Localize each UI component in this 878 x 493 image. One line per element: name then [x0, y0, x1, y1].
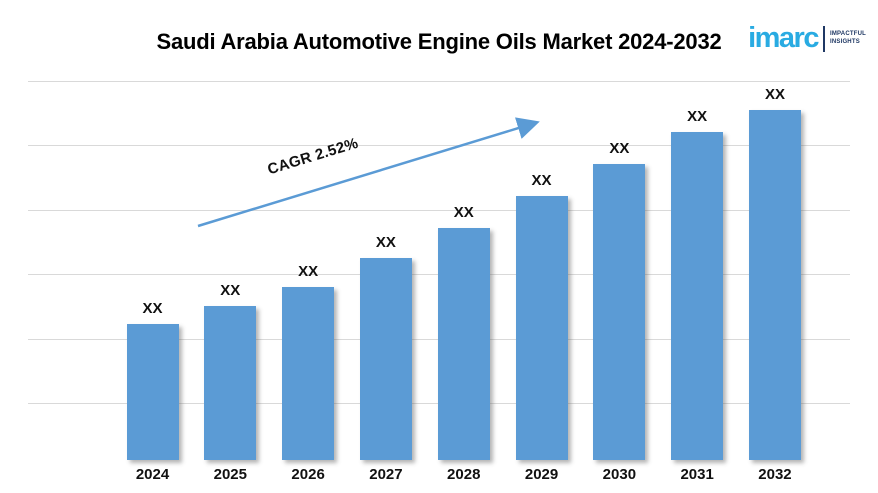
logo-tagline-line2: INSIGHTS — [829, 38, 860, 45]
bar — [282, 287, 335, 460]
bar-group: XX 2024 — [126, 300, 179, 483]
x-axis-label: 2032 — [758, 466, 792, 483]
bar — [204, 306, 257, 460]
logo-wordmark: imarc — [748, 22, 819, 54]
imarc-logo: imarc IMPACTFUL INSIGHTS — [748, 24, 866, 53]
bar-value-label: XX — [609, 140, 630, 157]
bar-value-label: XX — [531, 172, 552, 189]
x-axis-label: 2026 — [291, 466, 325, 483]
bar — [437, 228, 490, 460]
gridline — [28, 81, 850, 82]
logo-tagline-line1: IMPACTFUL — [829, 31, 866, 38]
bar-value-label: XX — [453, 204, 474, 221]
x-axis-label: 2027 — [369, 466, 403, 483]
bar — [515, 196, 568, 460]
bar-group: XX 2030 — [593, 140, 646, 483]
bar-value-label: XX — [687, 108, 708, 125]
page-title: Saudi Arabia Automotive Engine Oils Mark… — [156, 29, 722, 54]
bar-group: XX 2026 — [282, 263, 335, 483]
gridline — [28, 210, 850, 211]
logo-tagline: IMPACTFUL INSIGHTS — [830, 31, 866, 45]
x-axis-label: 2025 — [213, 466, 247, 483]
x-axis-label: 2031 — [680, 466, 714, 483]
bar-value-label: XX — [375, 234, 396, 251]
bar-group: XX 2027 — [359, 234, 412, 483]
bar — [671, 132, 724, 460]
bar-value-label: XX — [298, 263, 319, 280]
bar — [359, 258, 412, 460]
bar-group: XX 2028 — [437, 204, 490, 483]
logo-divider — [822, 25, 825, 52]
trend-arrow-icon — [197, 117, 540, 228]
bar-group: XX 2029 — [515, 172, 568, 483]
bar — [126, 324, 179, 460]
gridline — [28, 145, 850, 146]
x-axis-label: 2024 — [135, 466, 170, 483]
bar-group: XX 2025 — [204, 282, 257, 483]
bar-value-label: XX — [220, 282, 241, 299]
bar-group: XX 2032 — [748, 86, 801, 483]
bar — [593, 164, 646, 460]
bar — [748, 110, 801, 460]
bar-group: XX 2031 — [671, 108, 724, 483]
x-axis-label: 2030 — [602, 466, 637, 483]
x-axis-label: 2028 — [447, 466, 481, 483]
bar-value-label: XX — [142, 300, 163, 317]
x-axis-label: 2029 — [524, 466, 559, 483]
bar-value-label: XX — [764, 86, 785, 103]
